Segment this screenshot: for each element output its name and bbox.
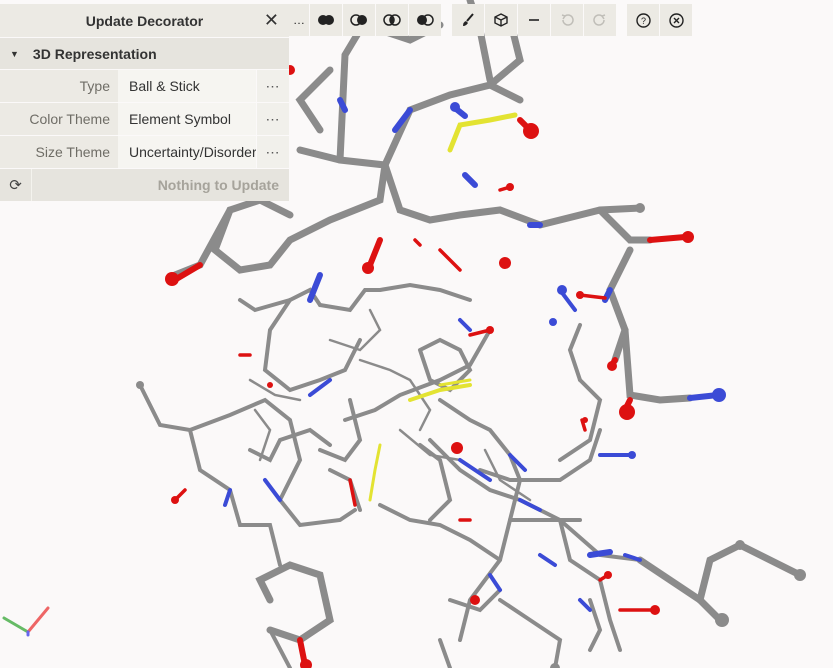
undo-icon[interactable] xyxy=(551,4,583,36)
cube-icon[interactable] xyxy=(485,4,517,36)
size-theme-more-button[interactable]: ⋯ xyxy=(256,136,289,168)
subtract-icon[interactable] xyxy=(409,4,441,36)
sulfur-bonds xyxy=(368,112,518,502)
update-decorator-panel: Update Decorator ✕ ▼ 3D Representation T… xyxy=(0,4,289,201)
selection-toolbar: … ? xyxy=(289,4,693,36)
update-row: ⟳ Nothing to Update xyxy=(0,168,289,201)
toolbar-spacer xyxy=(617,4,627,36)
nitrogen-bonds xyxy=(223,97,721,612)
update-button[interactable]: Nothing to Update xyxy=(32,169,289,201)
type-more-button[interactable]: ⋯ xyxy=(256,70,289,102)
truncated-button[interactable]: … xyxy=(289,4,309,36)
svg-text:?: ? xyxy=(640,16,645,26)
panel-title: Update Decorator xyxy=(85,12,204,29)
spheres-icon[interactable] xyxy=(310,4,342,36)
type-label: Type xyxy=(0,70,118,102)
nitrogen-atoms xyxy=(450,102,726,459)
size-theme-row: Size Theme Uncertainty/Disorder ⋯ xyxy=(0,135,289,168)
half-sphere-icon[interactable] xyxy=(343,4,375,36)
caret-down-icon: ▼ xyxy=(10,48,19,59)
brush-icon[interactable] xyxy=(452,4,484,36)
panel-header: Update Decorator ✕ xyxy=(0,4,289,37)
color-theme-select[interactable]: Element Symbol xyxy=(118,103,256,135)
type-select[interactable]: Ball & Stick xyxy=(118,70,256,102)
color-theme-label: Color Theme xyxy=(0,103,118,135)
section-3d-representation[interactable]: ▼ 3D Representation xyxy=(0,37,289,69)
color-theme-more-button[interactable]: ⋯ xyxy=(256,103,289,135)
size-theme-select[interactable]: Uncertainty/Disorder xyxy=(118,136,256,168)
carbon-atoms xyxy=(136,203,806,668)
type-row: Type Ball & Stick ⋯ xyxy=(0,69,289,102)
toolbar-spacer xyxy=(442,4,452,36)
close-circle-icon[interactable] xyxy=(660,4,692,36)
section-title: 3D Representation xyxy=(32,45,157,62)
size-theme-label: Size Theme xyxy=(0,136,118,168)
redo-icon[interactable] xyxy=(584,4,616,36)
close-icon[interactable]: ✕ xyxy=(263,10,279,30)
axes-gizmo-icon xyxy=(2,606,50,637)
refresh-icon[interactable]: ⟳ xyxy=(0,169,31,201)
color-theme-row: Color Theme Element Symbol ⋯ xyxy=(0,102,289,135)
minus-icon[interactable] xyxy=(518,4,550,36)
help-icon[interactable]: ? xyxy=(627,4,659,36)
intersect-icon[interactable] xyxy=(376,4,408,36)
